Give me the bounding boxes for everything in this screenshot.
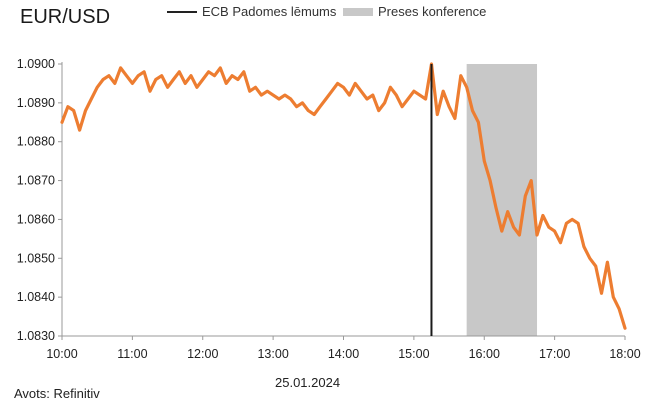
x-tick-label: 13:00 [257, 347, 288, 361]
y-tick-label: 1.0870 [17, 174, 55, 188]
x-tick-label: 17:00 [539, 347, 570, 361]
legend-item-decision: ECB Padomes lēmums [167, 4, 336, 19]
source-label: Avots: Refinitiv [14, 386, 100, 401]
x-tick-label: 14:00 [328, 347, 359, 361]
chart-title: EUR/USD [20, 6, 111, 28]
y-tick-label: 1.0830 [17, 329, 55, 343]
x-tick-label: 15:00 [398, 347, 429, 361]
x-tick-label: 16:00 [469, 347, 500, 361]
y-tick-label: 1.0890 [17, 96, 55, 110]
date-label: 25.01.2024 [275, 375, 341, 390]
y-tick-label: 1.0850 [17, 251, 55, 265]
x-tick-label: 18:00 [609, 347, 640, 361]
legend-label-press: Preses konference [378, 4, 487, 19]
y-tick-label: 1.0900 [17, 57, 55, 71]
legend-swatch-decision [167, 10, 197, 13]
x-tick-label: 12:00 [187, 347, 218, 361]
y-tick-label: 1.0840 [17, 290, 55, 304]
legend-label-decision: ECB Padomes lēmums [202, 4, 337, 19]
x-tick-label: 11:00 [117, 347, 147, 361]
y-tick-label: 1.0860 [17, 212, 55, 226]
eurusd-series-line [60, 62, 627, 330]
legend-swatch-press [343, 7, 373, 16]
press-conference-band [466, 64, 538, 336]
legend: ECB Padomes lēmums Preses konference [0, 4, 650, 22]
legend-item-press: Preses konference [343, 4, 486, 19]
x-tick-label: 10:00 [46, 347, 77, 361]
y-tick-label: 1.0880 [17, 135, 55, 149]
